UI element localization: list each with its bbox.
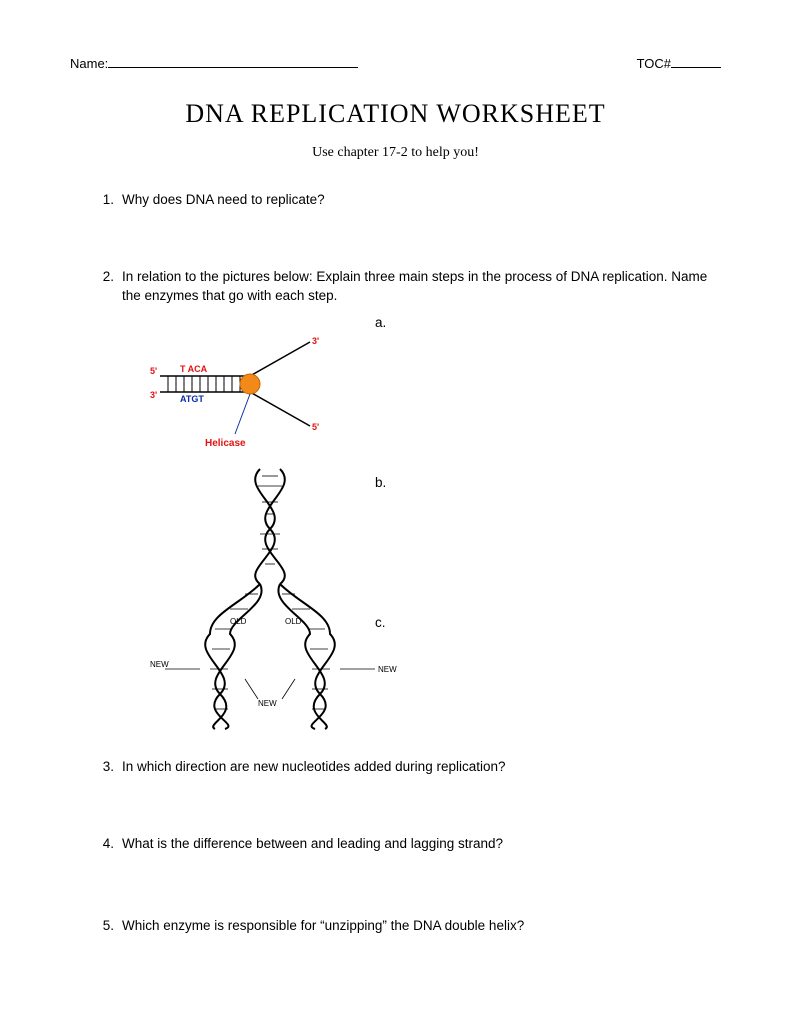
label-old-right: OLD <box>285 617 302 626</box>
label-old-left: OLD <box>230 617 247 626</box>
question-4: 4. What is the difference between and le… <box>100 835 721 854</box>
answer-space-4 <box>100 861 721 917</box>
name-underline <box>108 67 358 68</box>
sublabel-a: a. <box>375 314 386 333</box>
questions-list: 1. Why does DNA need to replicate? 2. In… <box>70 191 721 936</box>
q3-text: In which direction are new nucleotides a… <box>122 758 721 777</box>
label-top-seq: T ACA <box>180 364 208 374</box>
worksheet-page: Name: TOC# DNA REPLICATION WORKSHEET Use… <box>0 0 791 1024</box>
label-new-left: NEW <box>150 660 169 669</box>
label-3prime-bottom: 3' <box>150 390 157 400</box>
label-5prime-top: 5' <box>150 366 157 376</box>
toc-label: TOC# <box>637 56 671 71</box>
page-title: DNA REPLICATION WORKSHEET <box>70 99 721 129</box>
label-new-right: NEW <box>378 665 397 674</box>
q1-num: 1. <box>100 191 122 210</box>
q2-num: 2. <box>100 268 122 306</box>
question-2: 2. In relation to the pictures below: Ex… <box>100 268 721 306</box>
q2-text: In relation to the pictures below: Expla… <box>122 268 721 306</box>
label-bottom-seq: ATGT <box>180 394 204 404</box>
question-3: 3. In which direction are new nucleotide… <box>100 758 721 777</box>
answer-space-1 <box>100 218 721 268</box>
dna-helix-diagram: OLD OLD NEW NEW NEW <box>150 464 410 734</box>
question-5: 5. Which enzyme is responsible for “unzi… <box>100 917 721 936</box>
q4-num: 4. <box>100 835 122 854</box>
page-subtitle: Use chapter 17-2 to help you! <box>70 145 721 161</box>
question-1: 1. Why does DNA need to replicate? <box>100 191 721 210</box>
name-label: Name: <box>70 56 108 71</box>
name-field: Name: <box>70 56 358 71</box>
label-helicase: Helicase <box>205 438 246 449</box>
label-new-inner-left: NEW <box>258 699 277 708</box>
helicase-diagram: 5' 3' 3' 5' T ACA ATGT Helicase <box>150 334 350 464</box>
q3-num: 3. <box>100 758 122 777</box>
label-5prime-right: 5' <box>312 422 319 432</box>
q4-text: What is the difference between and leadi… <box>122 835 721 854</box>
q5-text: Which enzyme is responsible for “unzippi… <box>122 917 721 936</box>
toc-field: TOC# <box>637 56 721 71</box>
diagram-area: a. b. c. <box>130 314 721 734</box>
header-row: Name: TOC# <box>70 56 721 71</box>
q5-num: 5. <box>100 917 122 936</box>
label-3prime-right: 3' <box>312 336 319 346</box>
answer-space-3 <box>100 785 721 835</box>
toc-underline <box>671 67 721 68</box>
q1-text: Why does DNA need to replicate? <box>122 191 721 210</box>
